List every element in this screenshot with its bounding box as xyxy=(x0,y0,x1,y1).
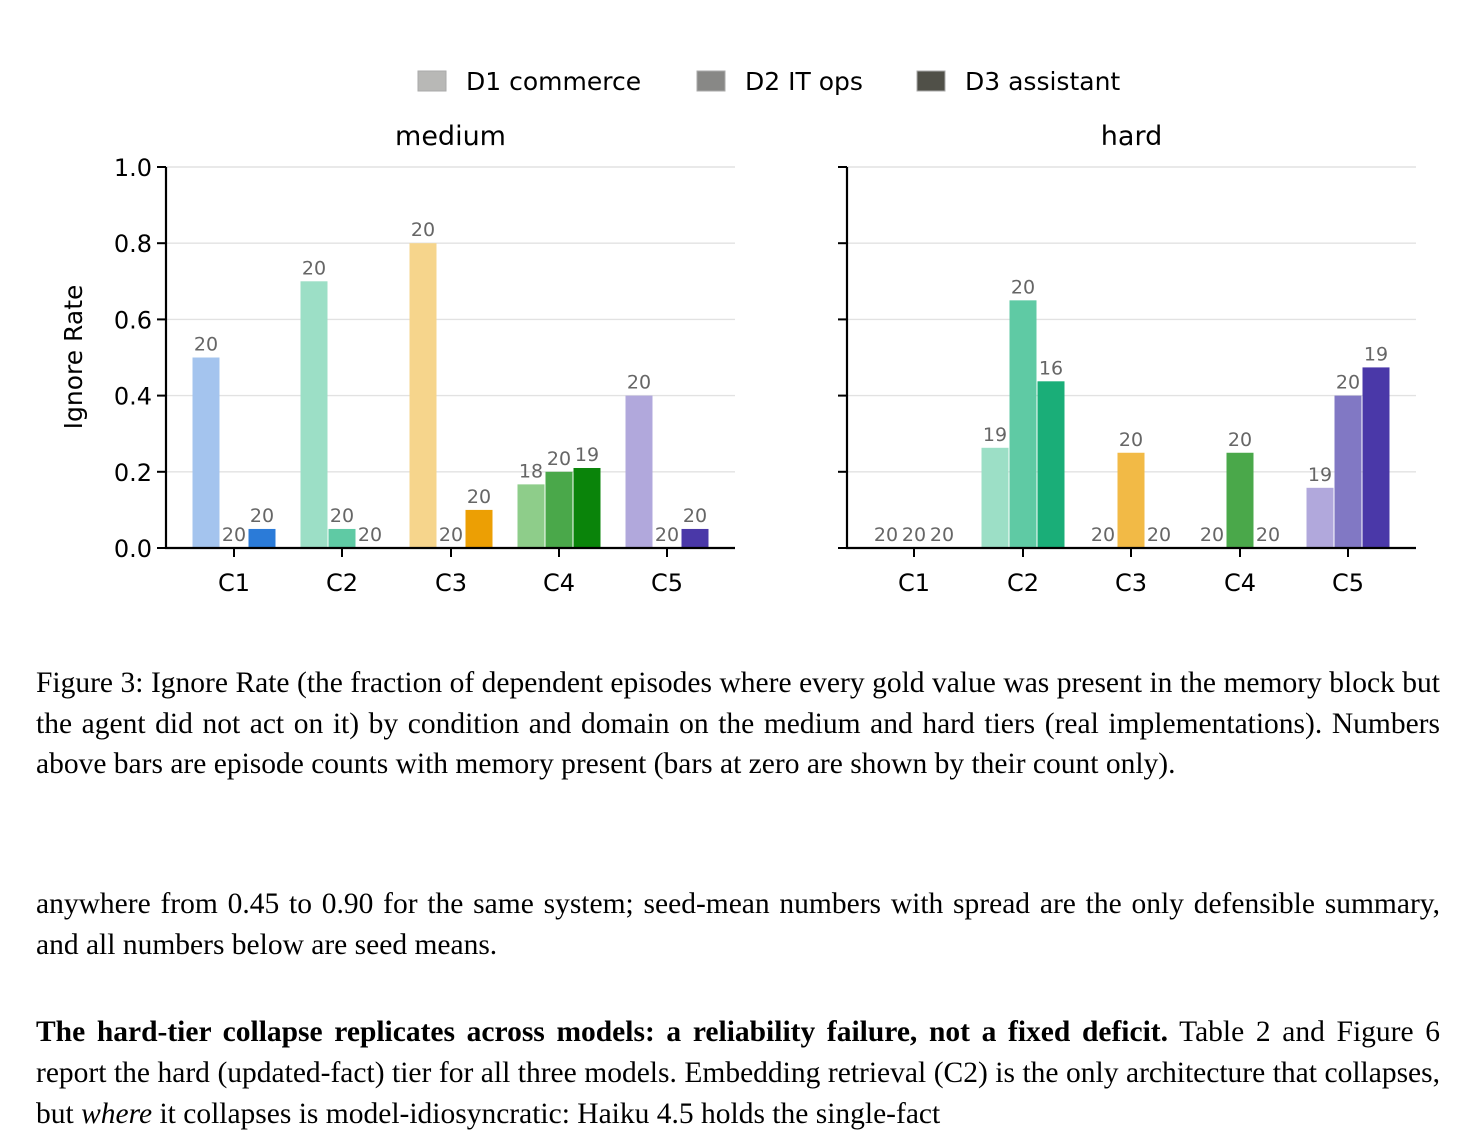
legend-label: D1 commerce xyxy=(466,67,641,96)
bar xyxy=(981,447,1009,548)
paragraph-text-continued: it collapses is model-idiosyncratic: Hai… xyxy=(152,1098,941,1130)
bar xyxy=(517,484,545,548)
x-tick-label: C1 xyxy=(898,569,930,597)
paragraph-heading: The hard-tier collapse replicates across… xyxy=(36,1016,1168,1048)
bar-count-label: 19 xyxy=(575,444,599,466)
bar-count-label: 20 xyxy=(1011,276,1035,298)
bar xyxy=(681,528,709,548)
bar-count-label: 20 xyxy=(330,505,354,527)
bar-count-label: 20 xyxy=(547,448,571,470)
bar xyxy=(1334,395,1362,548)
bar-count-label: 20 xyxy=(1119,429,1143,451)
legend-label: D2 IT ops xyxy=(745,67,863,96)
bar-count-label: 20 xyxy=(439,524,463,546)
bar xyxy=(465,509,493,548)
x-tick-label: C5 xyxy=(651,569,683,597)
bar xyxy=(573,467,601,548)
ignore-rate-figure: D1 commerce D2 IT ops D3 assistant 0.0 0.2 0… xyxy=(59,67,1416,597)
bar-count-label: 20 xyxy=(627,372,651,394)
bar-count-label: 20 xyxy=(1228,429,1252,451)
bar-count-label: 19 xyxy=(1364,343,1388,365)
x-tick-label: C4 xyxy=(1224,569,1256,597)
bar-count-label: 20 xyxy=(1336,372,1360,394)
bar-count-label: 20 xyxy=(874,524,898,546)
bar-count-label: 20 xyxy=(250,505,274,527)
bar-count-label: 20 xyxy=(1147,524,1171,546)
bar-count-label: 20 xyxy=(222,524,246,546)
y-tick-label: 0.6 xyxy=(114,306,152,334)
x-tick-label: C2 xyxy=(1007,569,1039,597)
y-tick-label: 1.0 xyxy=(114,154,152,182)
bar xyxy=(328,528,356,548)
x-tick-label: C2 xyxy=(326,569,358,597)
bar xyxy=(192,357,220,548)
figure-caption: Figure 3: Ignore Rate (the fraction of d… xyxy=(36,667,1440,780)
bar xyxy=(1226,452,1254,548)
x-tick-label: C1 xyxy=(218,569,250,597)
y-tick-label: 0.0 xyxy=(114,535,152,563)
bar-count-label: 20 xyxy=(902,524,926,546)
bar-count-label: 19 xyxy=(1308,464,1332,486)
bar-count-label: 18 xyxy=(519,460,543,482)
panel-title: medium xyxy=(395,121,506,152)
y-tick-label: 0.8 xyxy=(114,230,152,258)
body-paragraph-1: anywhere from 0.45 to 0.90 for the same … xyxy=(36,888,1440,961)
bar xyxy=(625,395,653,548)
bar xyxy=(248,528,276,548)
bar xyxy=(409,243,437,548)
bar-count-label: 20 xyxy=(358,524,382,546)
paragraph-text: Table 2 and Figure 6 report the hard (up… xyxy=(36,1016,1440,1130)
y-axis-label: Ignore Rate xyxy=(59,285,88,430)
bar-count-label: 20 xyxy=(194,334,218,356)
legend-swatch xyxy=(696,70,726,92)
bar-count-label: 20 xyxy=(1256,524,1280,546)
bar xyxy=(1117,452,1145,548)
bar-count-label: 20 xyxy=(930,524,954,546)
y-tick-label: 0.4 xyxy=(114,383,152,411)
bar xyxy=(300,281,328,548)
bar-count-label: 20 xyxy=(467,486,491,508)
bar-count-label: 16 xyxy=(1039,357,1063,379)
x-tick-label: C5 xyxy=(1332,569,1364,597)
bar xyxy=(1037,381,1065,548)
x-tick-label: C3 xyxy=(1115,569,1147,597)
bar-count-label: 20 xyxy=(1091,524,1115,546)
chart-legend: D1 commerce D2 IT ops D3 assistant xyxy=(417,67,1120,96)
legend-label: D3 assistant xyxy=(965,67,1120,96)
bar-count-label: 19 xyxy=(983,424,1007,446)
bar xyxy=(1009,300,1037,548)
panel-title: hard xyxy=(1101,121,1162,152)
legend-swatch xyxy=(916,70,946,92)
x-tick-label: C4 xyxy=(543,569,575,597)
bar-count-label: 20 xyxy=(1200,524,1224,546)
bar-count-label: 20 xyxy=(655,524,679,546)
bar-count-label: 20 xyxy=(683,505,707,527)
bar xyxy=(545,471,573,548)
bar-count-label: 20 xyxy=(302,257,326,279)
panel-medium: 0.00.20.40.60.81.0medium202020C1202020C2… xyxy=(114,121,735,597)
legend-swatch xyxy=(417,70,447,92)
paragraph-emphasis: where xyxy=(81,1098,153,1130)
body-paragraph-2: The hard-tier collapse replicates across… xyxy=(36,1012,1440,1135)
y-tick-label: 0.2 xyxy=(114,459,152,487)
bar xyxy=(1306,487,1334,548)
bar xyxy=(1362,367,1390,548)
bar-count-label: 20 xyxy=(411,219,435,241)
x-tick-label: C3 xyxy=(435,569,467,597)
